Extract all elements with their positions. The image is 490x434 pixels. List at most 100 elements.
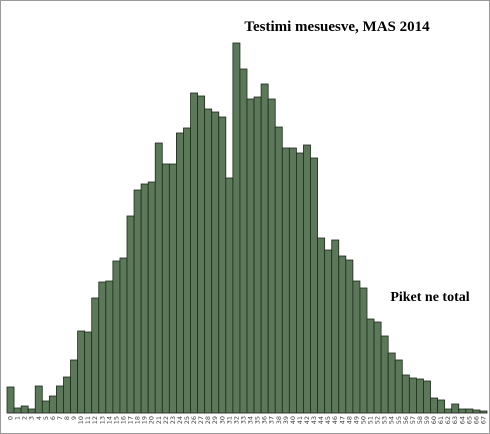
x-tick-label: 59 [423, 416, 431, 424]
x-tick-label: 57 [409, 416, 417, 424]
bar [140, 183, 149, 414]
bar [161, 163, 170, 414]
x-tick-label: 18 [134, 416, 142, 424]
x-tick-label: 10 [77, 416, 85, 424]
x-tick-label: 56 [402, 416, 410, 424]
x-tick-label: 35 [254, 416, 262, 424]
x-tick-label: 50 [359, 416, 367, 424]
x-tick-label: 51 [367, 416, 375, 424]
bar [183, 127, 191, 414]
x-tick-label: 22 [162, 416, 170, 424]
x-tick-label: 46 [331, 416, 339, 424]
bar [373, 321, 382, 414]
x-tick-label: 47 [338, 416, 346, 424]
bar [324, 249, 333, 414]
bar [387, 352, 396, 414]
bar [119, 257, 128, 414]
bar [84, 331, 93, 414]
bar [345, 259, 354, 414]
x-tick-label: 0 [7, 416, 15, 420]
bar [444, 408, 453, 414]
x-tick-label: 33 [239, 416, 247, 424]
x-tick-label: 38 [275, 416, 283, 424]
bar [253, 96, 262, 414]
bar [246, 98, 255, 414]
bar [147, 181, 156, 414]
x-tick-label: 62 [444, 416, 452, 424]
chart-title: Testimi mesuesve, MAS 2014 [244, 19, 430, 35]
x-tick-label: 29 [211, 416, 219, 424]
bar [20, 405, 29, 414]
x-tick-label: 49 [352, 416, 360, 424]
x-tick-label: 19 [141, 416, 149, 424]
x-tick-label: 52 [374, 416, 382, 424]
x-tick-label: 31 [225, 416, 233, 424]
bar [408, 377, 417, 414]
bar [465, 408, 474, 414]
bar [63, 376, 71, 414]
bar [190, 92, 198, 414]
bar [281, 147, 290, 414]
bar [98, 281, 107, 414]
bars [6, 42, 488, 414]
x-tick-label: 43 [310, 416, 318, 424]
x-tick-label: 12 [91, 416, 99, 424]
x-tick-label: 40 [289, 416, 297, 424]
bar [239, 68, 248, 414]
x-tick-label: 13 [98, 416, 106, 424]
bar [133, 189, 142, 414]
x-tick-label: 15 [112, 416, 120, 424]
bar [267, 98, 276, 414]
x-tick-label: 30 [218, 416, 226, 424]
x-tick-label: 5 [42, 416, 50, 420]
bar [359, 287, 368, 414]
x-tick-label: 27 [197, 416, 205, 424]
x-tick-label: 1 [14, 416, 22, 420]
bar [168, 163, 177, 414]
bar [126, 215, 135, 414]
bar [211, 111, 220, 414]
x-tick-label: 67 [479, 416, 487, 424]
bar [423, 380, 431, 414]
x-tick-label: 60 [430, 416, 438, 424]
x-tick-label: 64 [458, 416, 466, 424]
x-tick-label: 63 [451, 416, 459, 424]
x-tick-label: 23 [169, 416, 177, 424]
x-tick-label: 55 [395, 416, 403, 424]
bar [91, 297, 100, 414]
bar [288, 147, 297, 414]
bar [112, 260, 121, 414]
bar [430, 397, 438, 414]
bar [77, 330, 86, 414]
bar [380, 335, 389, 414]
x-tick-label: 37 [268, 416, 276, 424]
x-tick-label: 4 [35, 416, 43, 420]
x-tick-label: 28 [204, 416, 212, 424]
x-tick-label: 48 [345, 416, 353, 424]
x-tick-label: 21 [155, 416, 163, 424]
bar [310, 157, 318, 414]
x-tick-label: 42 [303, 416, 311, 424]
bar [366, 318, 375, 414]
bar [34, 385, 43, 414]
x-tick-label: 32 [232, 416, 240, 424]
x-tick-label: 65 [465, 416, 473, 424]
x-tick-label: 58 [416, 416, 424, 424]
x-tick-label: 39 [282, 416, 290, 424]
x-tick-label: 6 [49, 416, 57, 420]
bar [204, 108, 213, 414]
bar [303, 144, 311, 414]
annotation: Piket ne total [390, 290, 469, 305]
x-tick-label: 26 [190, 416, 198, 424]
bar [416, 378, 424, 414]
bar [338, 255, 347, 414]
x-tick-label: 17 [127, 416, 135, 424]
bar [27, 408, 36, 414]
bar [197, 95, 206, 414]
x-tick-label: 54 [388, 416, 396, 424]
bar [225, 177, 234, 414]
bar [176, 132, 184, 414]
x-tick-label: 16 [119, 416, 127, 424]
bar [317, 237, 326, 414]
x-tick-label: 24 [176, 416, 184, 424]
